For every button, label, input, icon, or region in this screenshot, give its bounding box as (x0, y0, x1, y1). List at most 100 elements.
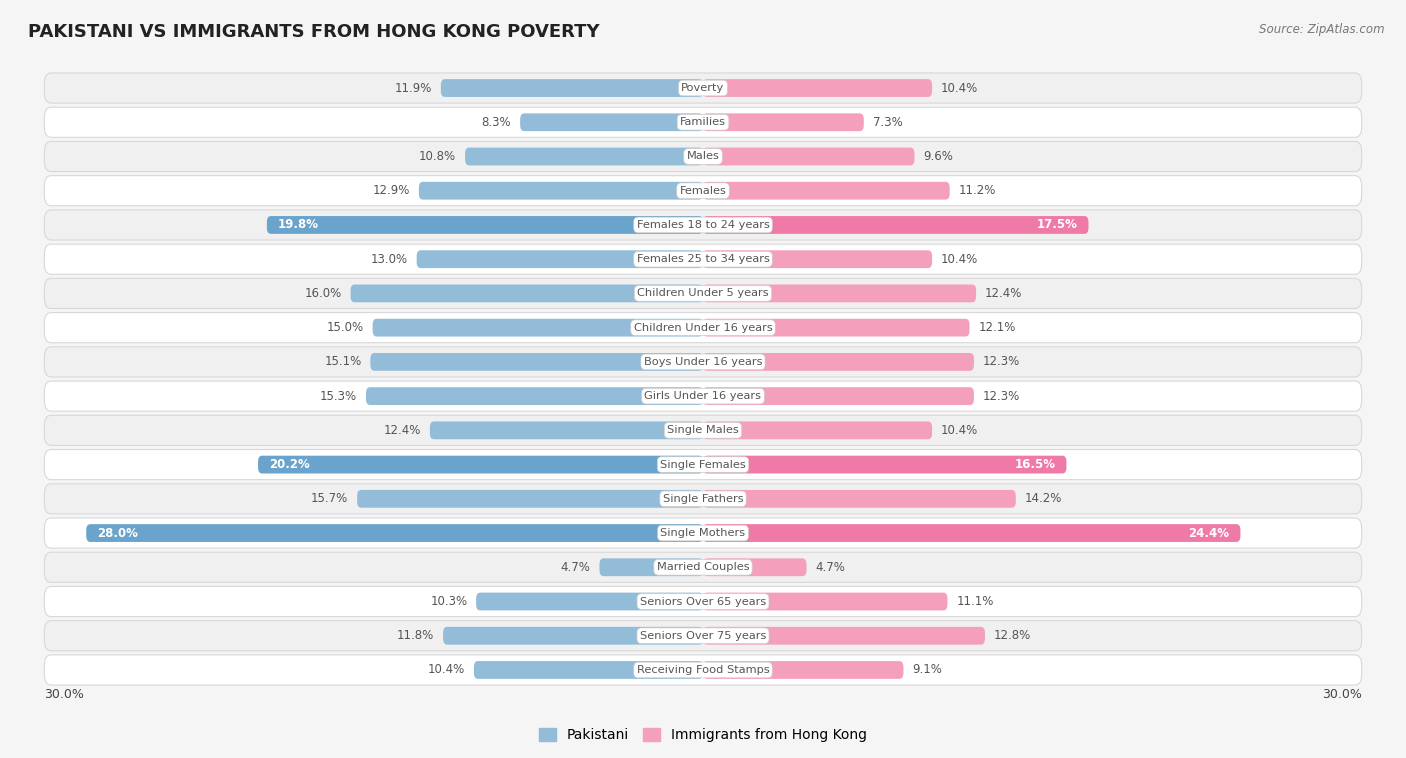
Text: Females 25 to 34 years: Females 25 to 34 years (637, 254, 769, 265)
Text: PAKISTANI VS IMMIGRANTS FROM HONG KONG POVERTY: PAKISTANI VS IMMIGRANTS FROM HONG KONG P… (28, 23, 600, 41)
FancyBboxPatch shape (703, 114, 863, 131)
FancyBboxPatch shape (45, 518, 1361, 548)
Text: 10.4%: 10.4% (941, 252, 979, 266)
FancyBboxPatch shape (45, 73, 1361, 103)
FancyBboxPatch shape (703, 319, 970, 337)
Text: 17.5%: 17.5% (1036, 218, 1077, 231)
Text: 8.3%: 8.3% (482, 116, 512, 129)
FancyBboxPatch shape (350, 284, 703, 302)
Text: Boys Under 16 years: Boys Under 16 years (644, 357, 762, 367)
FancyBboxPatch shape (45, 553, 1361, 582)
Text: 11.8%: 11.8% (396, 629, 434, 642)
FancyBboxPatch shape (45, 381, 1361, 411)
FancyBboxPatch shape (703, 182, 949, 199)
Text: 12.4%: 12.4% (384, 424, 420, 437)
Text: 11.2%: 11.2% (959, 184, 995, 197)
Text: Males: Males (686, 152, 720, 161)
Text: Poverty: Poverty (682, 83, 724, 93)
FancyBboxPatch shape (45, 449, 1361, 480)
Text: Children Under 16 years: Children Under 16 years (634, 323, 772, 333)
FancyBboxPatch shape (373, 319, 703, 337)
Text: 10.3%: 10.3% (430, 595, 467, 608)
FancyBboxPatch shape (430, 421, 703, 439)
Text: 12.8%: 12.8% (994, 629, 1031, 642)
Text: 12.1%: 12.1% (979, 321, 1015, 334)
FancyBboxPatch shape (703, 284, 976, 302)
FancyBboxPatch shape (441, 79, 703, 97)
Text: 19.8%: 19.8% (278, 218, 319, 231)
FancyBboxPatch shape (416, 250, 703, 268)
FancyBboxPatch shape (703, 79, 932, 97)
Text: Single Males: Single Males (666, 425, 740, 435)
FancyBboxPatch shape (45, 278, 1361, 309)
FancyBboxPatch shape (45, 484, 1361, 514)
FancyBboxPatch shape (599, 559, 703, 576)
Text: 15.1%: 15.1% (325, 356, 361, 368)
FancyBboxPatch shape (703, 559, 807, 576)
FancyBboxPatch shape (477, 593, 703, 610)
Text: 12.3%: 12.3% (983, 390, 1019, 402)
FancyBboxPatch shape (45, 107, 1361, 137)
Text: Children Under 5 years: Children Under 5 years (637, 289, 769, 299)
Text: 15.7%: 15.7% (311, 492, 349, 506)
Text: Single Fathers: Single Fathers (662, 493, 744, 504)
FancyBboxPatch shape (703, 627, 986, 644)
FancyBboxPatch shape (703, 387, 974, 405)
Text: 30.0%: 30.0% (1322, 688, 1361, 701)
FancyBboxPatch shape (703, 490, 1015, 508)
Text: Seniors Over 65 years: Seniors Over 65 years (640, 597, 766, 606)
FancyBboxPatch shape (419, 182, 703, 199)
Text: 10.8%: 10.8% (419, 150, 457, 163)
FancyBboxPatch shape (45, 210, 1361, 240)
FancyBboxPatch shape (703, 216, 1088, 234)
FancyBboxPatch shape (45, 244, 1361, 274)
Text: 28.0%: 28.0% (97, 527, 138, 540)
FancyBboxPatch shape (703, 421, 932, 439)
Text: 10.4%: 10.4% (941, 82, 979, 95)
Text: Females: Females (679, 186, 727, 196)
Text: 16.5%: 16.5% (1015, 458, 1056, 471)
FancyBboxPatch shape (267, 216, 703, 234)
Text: 10.4%: 10.4% (427, 663, 465, 676)
FancyBboxPatch shape (370, 353, 703, 371)
Text: 9.6%: 9.6% (924, 150, 953, 163)
FancyBboxPatch shape (259, 456, 703, 474)
FancyBboxPatch shape (703, 353, 974, 371)
Text: Seniors Over 75 years: Seniors Over 75 years (640, 631, 766, 641)
FancyBboxPatch shape (703, 148, 914, 165)
FancyBboxPatch shape (703, 456, 1066, 474)
FancyBboxPatch shape (45, 587, 1361, 616)
Text: 4.7%: 4.7% (561, 561, 591, 574)
FancyBboxPatch shape (443, 627, 703, 644)
FancyBboxPatch shape (703, 661, 904, 679)
Text: Families: Families (681, 117, 725, 127)
Text: 13.0%: 13.0% (371, 252, 408, 266)
Legend: Pakistani, Immigrants from Hong Kong: Pakistani, Immigrants from Hong Kong (534, 722, 872, 747)
FancyBboxPatch shape (45, 142, 1361, 171)
Text: 15.3%: 15.3% (321, 390, 357, 402)
Text: 24.4%: 24.4% (1188, 527, 1229, 540)
FancyBboxPatch shape (703, 593, 948, 610)
Text: 14.2%: 14.2% (1025, 492, 1062, 506)
FancyBboxPatch shape (45, 655, 1361, 685)
Text: Receiving Food Stamps: Receiving Food Stamps (637, 665, 769, 675)
FancyBboxPatch shape (465, 148, 703, 165)
Text: Single Mothers: Single Mothers (661, 528, 745, 538)
Text: 10.4%: 10.4% (941, 424, 979, 437)
Text: 12.3%: 12.3% (983, 356, 1019, 368)
Text: Source: ZipAtlas.com: Source: ZipAtlas.com (1260, 23, 1385, 36)
FancyBboxPatch shape (45, 621, 1361, 651)
FancyBboxPatch shape (366, 387, 703, 405)
Text: 30.0%: 30.0% (45, 688, 84, 701)
Text: Females 18 to 24 years: Females 18 to 24 years (637, 220, 769, 230)
Text: 12.9%: 12.9% (373, 184, 411, 197)
Text: Married Couples: Married Couples (657, 562, 749, 572)
Text: 20.2%: 20.2% (269, 458, 309, 471)
Text: 11.1%: 11.1% (956, 595, 994, 608)
FancyBboxPatch shape (45, 415, 1361, 446)
Text: 9.1%: 9.1% (912, 663, 942, 676)
FancyBboxPatch shape (45, 176, 1361, 205)
FancyBboxPatch shape (357, 490, 703, 508)
FancyBboxPatch shape (703, 524, 1240, 542)
Text: 7.3%: 7.3% (873, 116, 903, 129)
